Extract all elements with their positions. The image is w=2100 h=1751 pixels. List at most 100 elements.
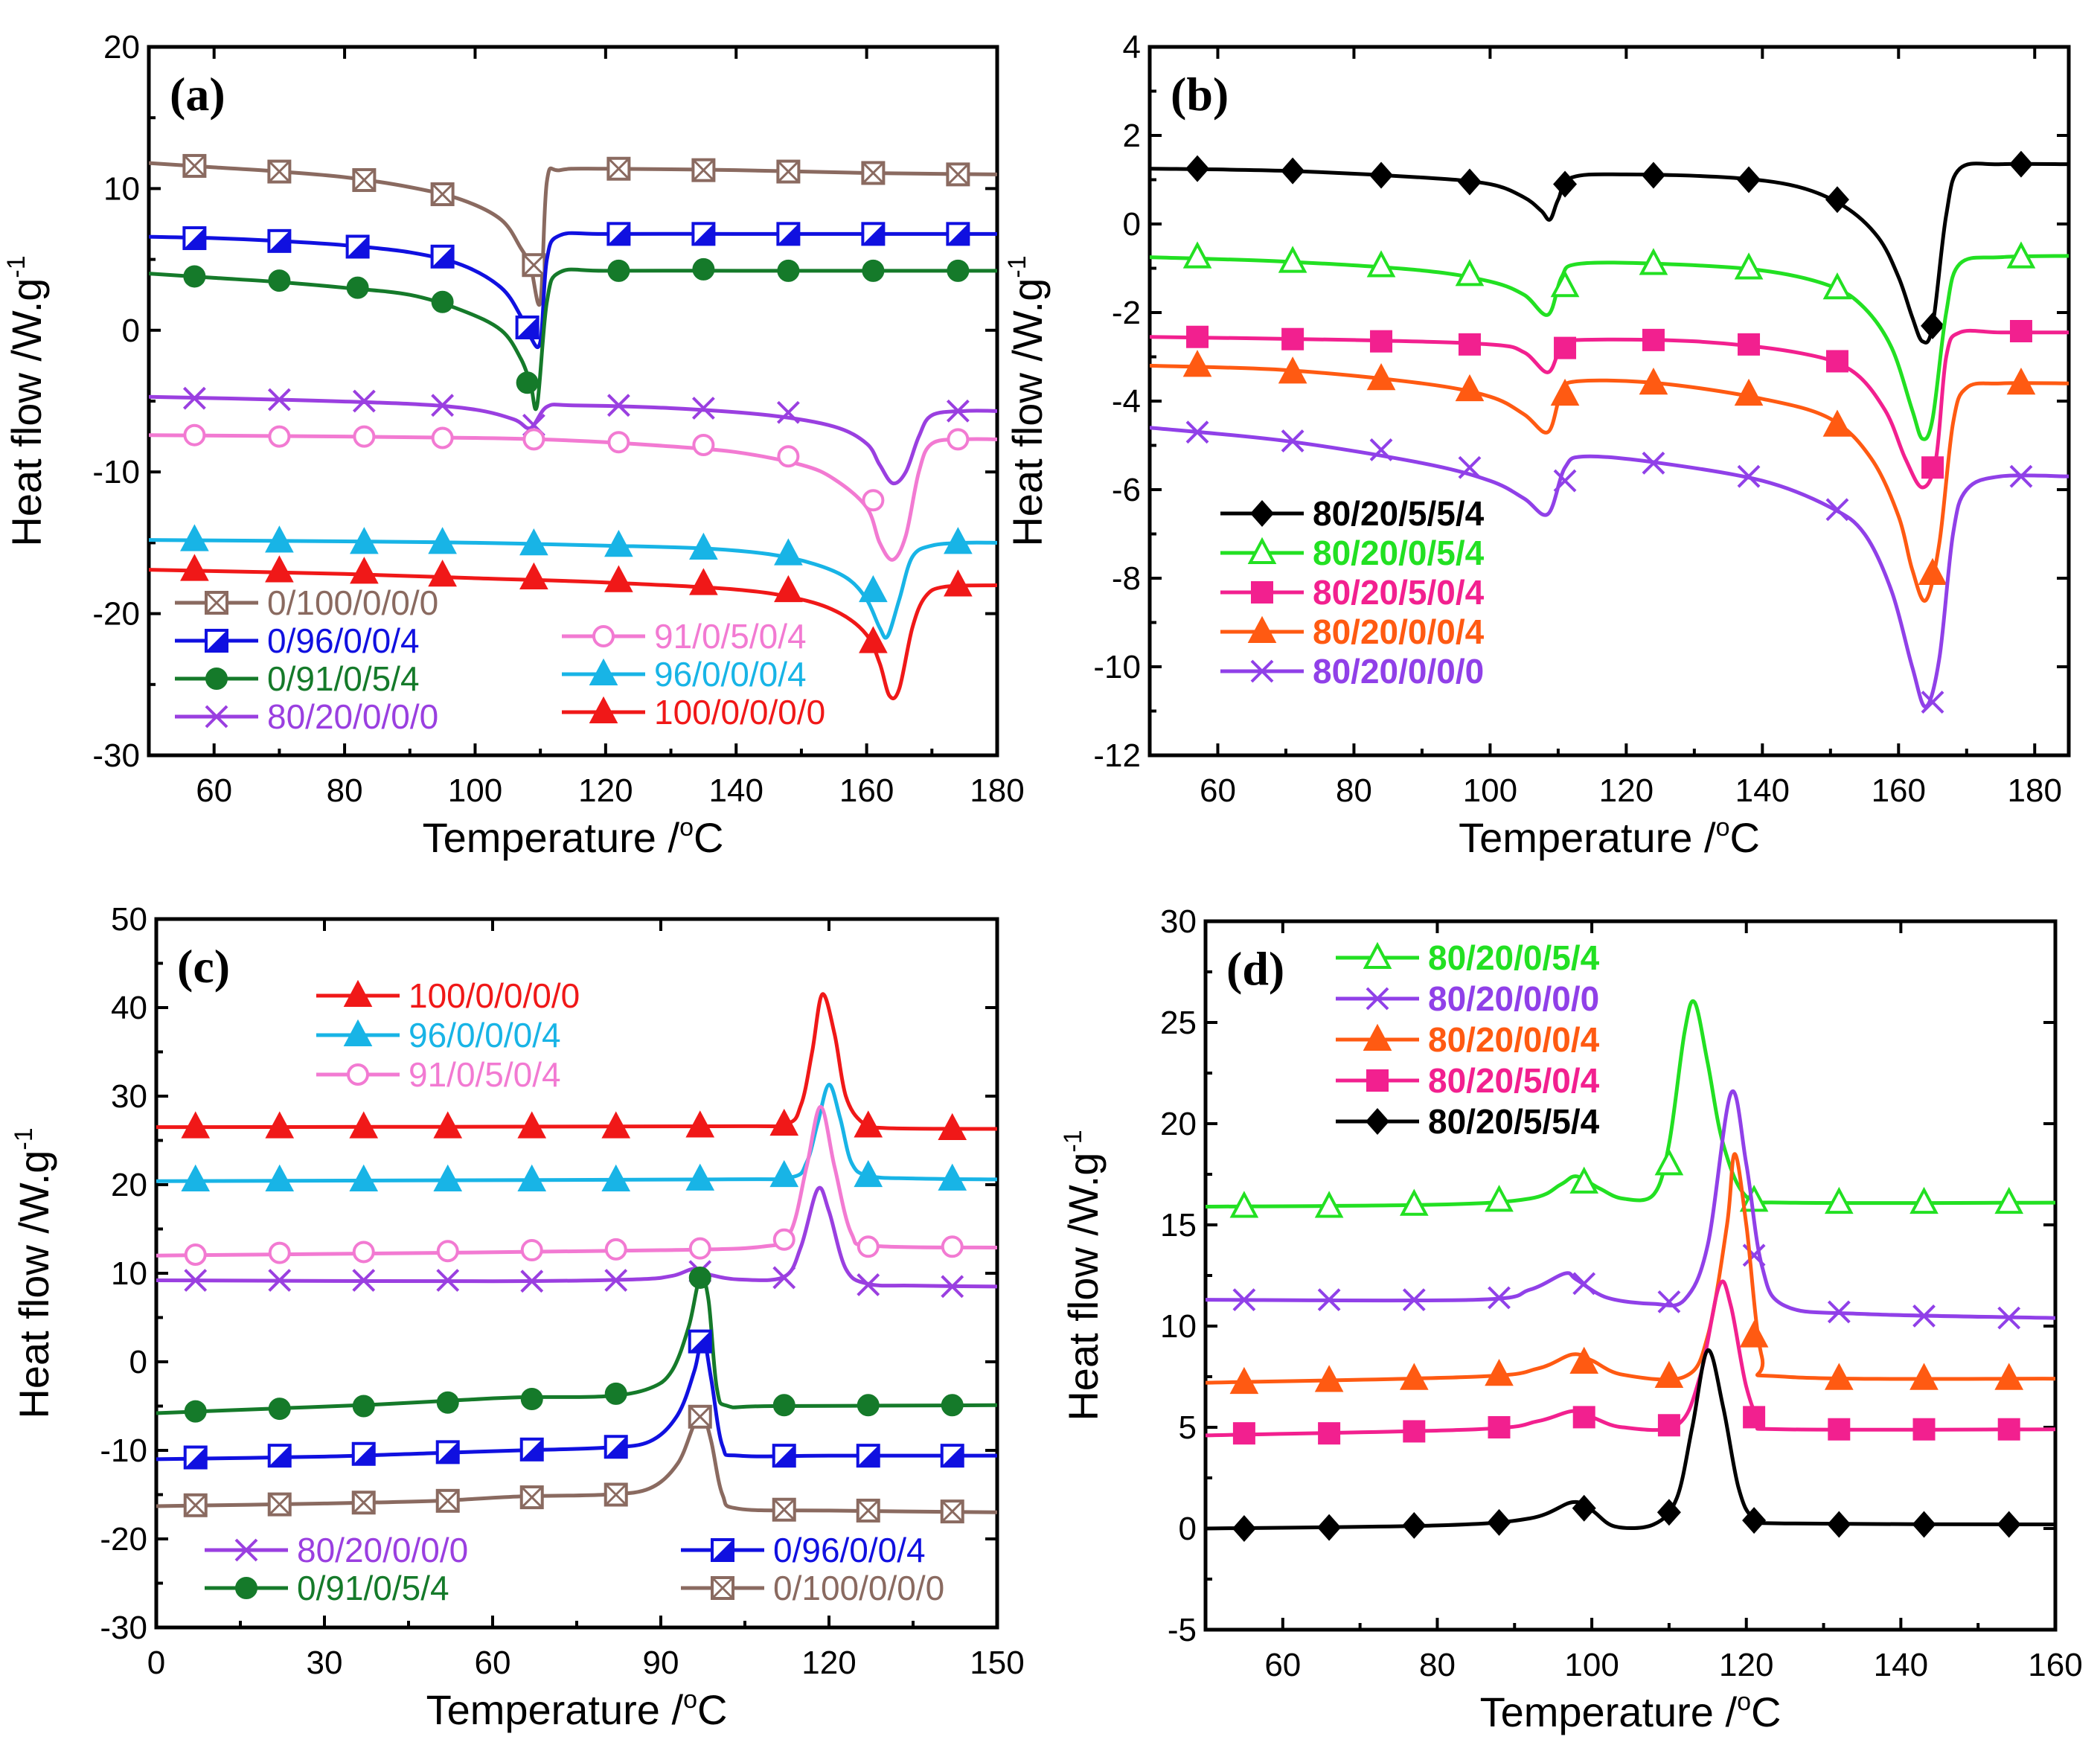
data-point xyxy=(181,1111,211,1139)
data-point xyxy=(606,222,631,246)
data-point xyxy=(1572,1406,1595,1429)
data-point xyxy=(433,1164,463,1192)
data-point xyxy=(689,532,718,560)
x-tick-label: 140 xyxy=(1735,772,1790,809)
data-point xyxy=(436,1269,460,1292)
data-point xyxy=(691,158,716,182)
legend-label: 80/20/0/5/4 xyxy=(1428,938,1600,977)
data-point xyxy=(604,1435,628,1459)
panel-b: 60 80 100 120 140 160 180 -12 -10 -8 -6 -4 -2 0 2 4 Temp… xyxy=(1003,29,2071,861)
data-point xyxy=(941,1275,964,1299)
legend-marker xyxy=(1366,1108,1389,1135)
data-point xyxy=(856,1444,880,1468)
data-point xyxy=(1229,1366,1259,1395)
legend-entry: 80/20/0/0/0 xyxy=(1220,652,1484,691)
legend-label: 0/96/0/0/4 xyxy=(267,621,420,660)
data-point xyxy=(433,1111,463,1139)
series-0-91-0-5-4 xyxy=(149,257,997,412)
data-point xyxy=(604,1269,628,1292)
legend-marker xyxy=(205,591,228,615)
x-axis-title-unit: C xyxy=(1751,1688,1781,1735)
y-tick-label: -30 xyxy=(100,1610,147,1646)
data-point xyxy=(1402,1288,1426,1312)
series-80-20-0-5-4 xyxy=(1206,999,2055,1218)
legend-marker xyxy=(711,1538,734,1562)
series-80-20-0-0-0 xyxy=(156,1185,997,1299)
legend-entry: 80/20/5/5/4 xyxy=(1220,494,1485,533)
data-point xyxy=(774,574,803,603)
data-point xyxy=(1997,1511,2021,1538)
data-point xyxy=(692,434,715,457)
data-point xyxy=(1657,1290,1681,1313)
data-point xyxy=(352,1269,376,1292)
x-tick-label: 60 xyxy=(475,1645,511,1681)
data-point xyxy=(859,574,888,603)
data-point xyxy=(1737,166,1761,193)
data-point xyxy=(1827,1511,1851,1538)
data-point xyxy=(1921,312,1945,339)
data-point xyxy=(772,1266,796,1290)
legend-entry: 0/96/0/0/4 xyxy=(681,1531,926,1569)
y-axis-title-text: Heat flow /W.g xyxy=(1060,1153,1107,1421)
series-line xyxy=(149,394,997,486)
data-point xyxy=(1232,1288,1256,1312)
legend-label: 80/20/5/5/4 xyxy=(1313,494,1485,533)
data-point xyxy=(265,1164,295,1192)
data-point xyxy=(265,555,294,583)
y-tick-label: 30 xyxy=(111,1078,147,1115)
y-axis-title-sup: -1 xyxy=(1059,1130,1087,1152)
data-point xyxy=(1912,1511,1936,1538)
data-point xyxy=(1654,1148,1684,1176)
data-point xyxy=(1369,161,1394,189)
data-point xyxy=(856,1498,880,1523)
legend-entry: 80/20/0/0/0 xyxy=(1336,979,1599,1018)
legend-label: 96/0/0/0/4 xyxy=(409,1016,561,1054)
data-point xyxy=(522,428,545,451)
x-tick-label: 140 xyxy=(709,772,764,809)
data-point xyxy=(604,1382,627,1405)
data-point xyxy=(350,527,379,554)
data-point xyxy=(1458,333,1481,356)
x-tick-label: 80 xyxy=(1419,1647,1456,1683)
legend-marker xyxy=(205,668,228,690)
data-point xyxy=(861,161,886,185)
x-tick-label: 100 xyxy=(448,772,502,809)
data-point xyxy=(947,428,970,451)
data-point xyxy=(607,259,630,282)
data-point xyxy=(777,445,800,468)
series-0-91-0-5-4 xyxy=(156,1266,997,1423)
y-tick-label: 15 xyxy=(1160,1207,1197,1243)
data-point xyxy=(941,1394,964,1417)
x-tick-label: 60 xyxy=(196,772,232,809)
data-point xyxy=(519,1485,544,1510)
data-point xyxy=(1399,1363,1429,1390)
legend-label: 0/91/0/5/4 xyxy=(267,659,420,698)
data-point xyxy=(267,1492,292,1517)
panel-label: (a) xyxy=(170,68,225,121)
legend-entry: 80/20/0/5/4 xyxy=(1336,938,1600,977)
legend-label: 91/0/5/0/4 xyxy=(409,1055,561,1094)
data-point xyxy=(1825,186,1849,214)
data-point xyxy=(688,1404,712,1429)
data-point xyxy=(604,565,633,592)
data-point xyxy=(859,626,888,653)
x-tick-label: 60 xyxy=(1264,1647,1301,1683)
data-point xyxy=(430,182,455,207)
data-point xyxy=(1182,241,1212,269)
x-axis-title-sup: o xyxy=(683,1686,697,1714)
data-point xyxy=(688,1329,712,1354)
series-line xyxy=(149,433,997,562)
data-point xyxy=(776,400,800,424)
y-tick-label: 2 xyxy=(1123,118,1141,154)
data-point xyxy=(1909,1186,1939,1214)
data-point xyxy=(857,1235,880,1258)
legend-marker xyxy=(205,629,228,653)
panel-label: (c) xyxy=(177,940,230,993)
data-point xyxy=(601,1164,631,1192)
y-axis-title-sup: -1 xyxy=(2,255,31,278)
x-axis-title-text: Temperature / xyxy=(1459,814,1716,861)
data-point xyxy=(772,1444,796,1468)
data-point xyxy=(1281,429,1305,452)
data-point xyxy=(772,1228,795,1251)
